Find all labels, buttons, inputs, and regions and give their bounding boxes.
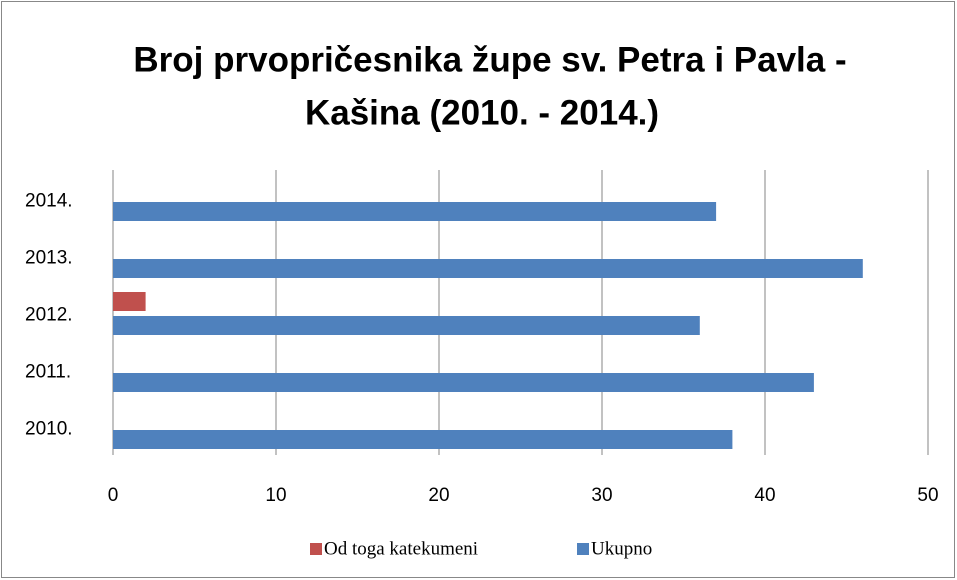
x-tick-label: 40 [754,485,775,506]
y-tick-label: 2014. [25,191,73,212]
y-tick-label: 2010. [25,419,73,440]
x-tick-label: 10 [265,485,286,506]
bar [113,316,700,335]
legend-label: Ukupno [591,538,652,559]
chart-title: Broj prvopričesnika župe sv. Petra i Pav… [133,40,846,79]
chart-title: Kašina (2010. - 2014.) [305,93,659,132]
bar [113,202,717,221]
legend-swatch [577,543,589,555]
x-tick-label: 0 [108,485,119,506]
bar [113,373,814,392]
legend-label: Od toga katekumeni [324,538,478,559]
y-tick-label: 2011. [25,362,71,383]
y-tick-label: 2013. [25,248,73,269]
x-tick-label: 20 [428,485,449,506]
legend-swatch [310,543,322,555]
bar [113,292,146,311]
x-tick-label: 30 [591,485,612,506]
bar [113,430,733,449]
bar [113,259,863,278]
y-tick-label: 2012. [25,305,73,326]
x-tick-label: 50 [917,485,938,506]
